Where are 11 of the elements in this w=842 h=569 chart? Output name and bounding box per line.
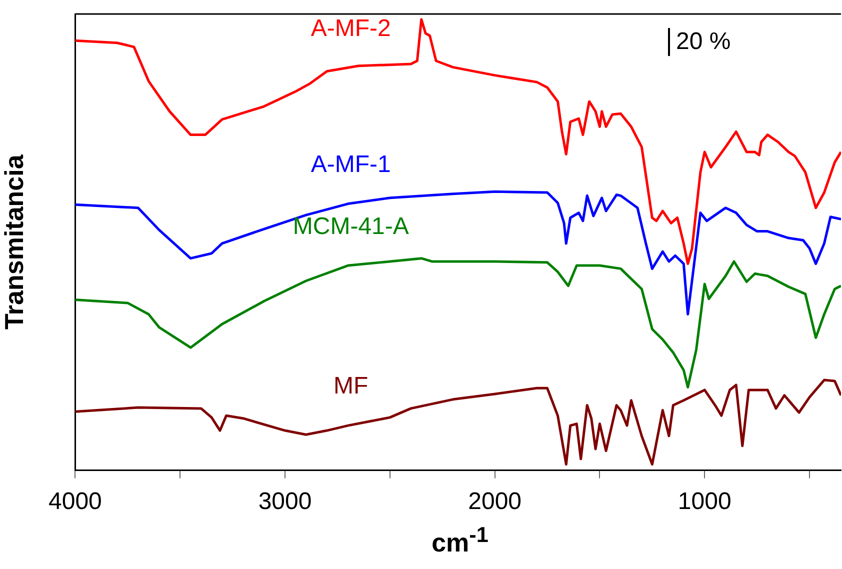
x-tick-label: 3000	[258, 488, 312, 516]
series-label: A-MF-2	[310, 14, 391, 42]
x-tick-label: 1000	[678, 488, 732, 516]
x-tick-label: 2000	[468, 488, 522, 516]
series-label: MF	[334, 372, 368, 400]
x-tick-label: 4000	[48, 488, 102, 516]
y-axis-title: Transmitancia	[0, 154, 29, 330]
series-label: MCM-41-A	[292, 212, 409, 240]
series-label: A-MF-1	[310, 151, 391, 178]
x-axis-title: cm$^{-1}$	[430, 522, 490, 559]
annotation: 20 %	[676, 28, 731, 56]
